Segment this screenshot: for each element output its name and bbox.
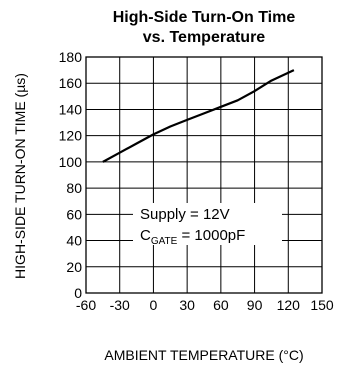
annotation-supply: Supply = 12V — [140, 206, 230, 223]
y-tick-label: 60 — [66, 206, 82, 222]
series-line — [102, 69, 295, 163]
series-layer — [102, 69, 295, 163]
y-tick-label: 180 — [59, 49, 83, 65]
chart-title-line-1: High-Side Turn-On Time — [113, 9, 296, 26]
annotation-cgate-rest: = 1000pF — [177, 227, 245, 244]
x-tick-label: 90 — [247, 297, 263, 313]
annotation-cgate: CGATE = 1000pF — [140, 227, 245, 247]
y-tick-label: 120 — [59, 128, 83, 144]
plot-frame — [85, 56, 323, 294]
x-tick-label: 0 — [150, 297, 158, 313]
chart-title-line-2: vs. Temperature — [143, 29, 266, 46]
x-tick-label: 30 — [179, 297, 195, 313]
y-tick-label: 80 — [66, 180, 82, 196]
x-axis-label: AMBIENT TEMPERATURE (°C) — [104, 347, 303, 363]
annotation-background — [133, 203, 282, 245]
y-tick-label: 20 — [66, 259, 82, 275]
grid — [85, 56, 323, 294]
y-axis-label: HIGH-SIDE TURN-ON TIME (µs) — [12, 73, 28, 279]
x-tick-label: 150 — [310, 297, 334, 313]
x-tick-label: 120 — [277, 297, 301, 313]
x-tick-label: 60 — [213, 297, 229, 313]
tick-labels: -60 -30 0 30 60 90 120 150 0 20 40 60 80 100 120 140 160… — [59, 49, 334, 313]
y-tick-label: 140 — [59, 101, 83, 117]
x-tick-label: -30 — [110, 297, 130, 313]
y-tick-label: 100 — [59, 154, 83, 170]
y-tick-label: 160 — [59, 75, 83, 91]
y-tick-label: 40 — [66, 233, 82, 249]
y-tick-label: 0 — [74, 285, 82, 301]
annotation-cgate-sub: GATE — [151, 236, 178, 247]
annotation-cgate-main: C — [140, 227, 151, 244]
x-tick-label: -60 — [76, 297, 96, 313]
